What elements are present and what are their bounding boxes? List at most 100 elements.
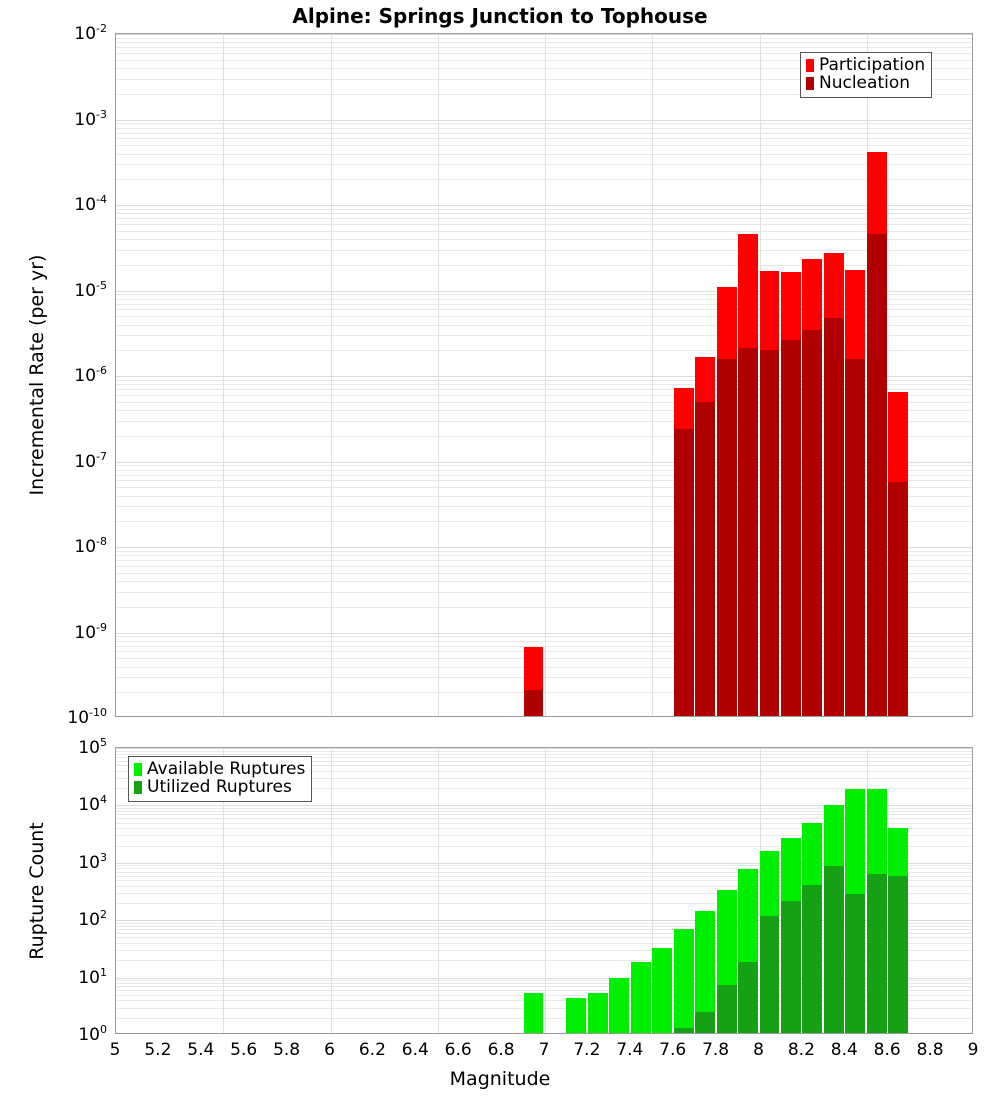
gridline-horizontal bbox=[116, 487, 972, 488]
x-axis-tick-label: 7.6 bbox=[659, 1040, 687, 1060]
gridline-horizontal bbox=[116, 778, 972, 779]
bar-group bbox=[823, 748, 844, 1033]
gridline-horizontal bbox=[116, 145, 972, 146]
gridline-horizontal bbox=[116, 765, 972, 766]
gridline-horizontal bbox=[116, 462, 972, 463]
gridline-horizontal bbox=[116, 805, 972, 806]
x-axis-tick-label: 7 bbox=[538, 1040, 550, 1060]
gridline-horizontal bbox=[116, 34, 972, 35]
gridline-horizontal bbox=[116, 886, 972, 887]
y-axis-tick-label: 105 bbox=[78, 736, 107, 758]
x-axis-tick-label: 5.8 bbox=[273, 1040, 301, 1060]
gridline-horizontal bbox=[116, 209, 972, 210]
gridline-horizontal bbox=[116, 573, 972, 574]
bar-segment-nucleation bbox=[738, 348, 758, 716]
gridline-horizontal bbox=[116, 555, 972, 556]
gridline-vertical bbox=[652, 748, 653, 1033]
utilized-ruptures-color-swatch bbox=[134, 781, 142, 795]
gridline-horizontal bbox=[116, 995, 972, 996]
gridline-horizontal bbox=[116, 923, 972, 924]
gridline-horizontal bbox=[116, 863, 972, 864]
gridline-vertical bbox=[331, 748, 332, 1033]
gridline-horizontal bbox=[116, 79, 972, 80]
gridline-horizontal bbox=[116, 636, 972, 637]
x-axis-tick-label: 6.8 bbox=[487, 1040, 515, 1060]
gridline-vertical bbox=[223, 748, 224, 1033]
gridline-horizontal bbox=[116, 123, 972, 124]
gridline-horizontal bbox=[116, 53, 972, 54]
bar-group bbox=[866, 748, 887, 1033]
bar-segment-utilized-ruptures bbox=[823, 866, 844, 1033]
gridline-horizontal bbox=[116, 646, 972, 647]
gridline-horizontal bbox=[116, 880, 972, 881]
bar-group bbox=[673, 748, 694, 1033]
x-axis-tick-label: 7.4 bbox=[616, 1040, 644, 1060]
gridline-horizontal bbox=[116, 470, 972, 471]
gridline-horizontal bbox=[116, 846, 972, 847]
bar-group bbox=[888, 748, 909, 1033]
gridline-horizontal bbox=[116, 980, 972, 981]
gridline-horizontal bbox=[116, 978, 972, 979]
gridline-horizontal bbox=[116, 926, 972, 927]
bar-segment-nucleation bbox=[823, 318, 844, 716]
legend-item-utilized-ruptures: Utilized Ruptures bbox=[134, 778, 305, 797]
gridline-horizontal bbox=[116, 814, 972, 815]
gridline-vertical bbox=[545, 34, 546, 716]
bar-segment-utilized-ruptures bbox=[673, 1028, 694, 1033]
gridline-horizontal bbox=[116, 990, 972, 991]
gridline-horizontal bbox=[116, 213, 972, 214]
gridline-horizontal bbox=[116, 641, 972, 642]
bar-group bbox=[716, 34, 737, 716]
bar-segment-available-ruptures bbox=[523, 992, 544, 1033]
bar-group bbox=[695, 34, 716, 716]
gridline-horizontal bbox=[116, 294, 972, 295]
bar-segment-available-ruptures bbox=[566, 998, 587, 1033]
gridline-horizontal bbox=[116, 309, 972, 310]
gridline-horizontal bbox=[116, 60, 972, 61]
bar-group bbox=[845, 748, 866, 1033]
bar-group bbox=[738, 34, 758, 716]
bar-segment-nucleation bbox=[780, 339, 801, 716]
gridline-horizontal bbox=[116, 651, 972, 652]
top-chart-plot-area bbox=[115, 33, 973, 717]
bar-segment-nucleation bbox=[716, 358, 737, 716]
legend-item-available-ruptures: Available Ruptures bbox=[134, 760, 305, 778]
bar-segment-available-ruptures bbox=[695, 910, 716, 1033]
gridline-horizontal bbox=[116, 868, 972, 869]
bar-group bbox=[866, 34, 887, 716]
gridline-horizontal bbox=[116, 68, 972, 69]
gridline-horizontal bbox=[116, 376, 972, 377]
bar-segment-nucleation bbox=[759, 350, 780, 716]
bar-group bbox=[845, 34, 866, 716]
gridline-horizontal bbox=[116, 291, 972, 292]
bar-group bbox=[780, 34, 801, 716]
bar-segment-utilized-ruptures bbox=[716, 984, 737, 1033]
gridline-horizontal bbox=[116, 250, 972, 251]
x-axis-tick-label: 7.8 bbox=[702, 1040, 730, 1060]
bar-segment-utilized-ruptures bbox=[845, 894, 866, 1033]
gridline-horizontal bbox=[116, 465, 972, 466]
top-chart-y-axis-title: Incremental Rate (per yr) bbox=[26, 254, 48, 496]
gridline-horizontal bbox=[116, 506, 972, 507]
legend-item-nucleation: Nucleation bbox=[806, 74, 925, 93]
gridline-horizontal bbox=[116, 154, 972, 155]
y-axis-tick-label: 10-10 bbox=[67, 706, 107, 728]
gridline-vertical bbox=[438, 748, 439, 1033]
y-axis-tick-label: 100 bbox=[78, 1023, 107, 1045]
gridline-horizontal bbox=[116, 218, 972, 219]
bar-group bbox=[823, 34, 844, 716]
gridline-horizontal bbox=[116, 521, 972, 522]
bar-segment-nucleation bbox=[523, 690, 544, 716]
gridline-horizontal bbox=[116, 581, 972, 582]
gridline-horizontal bbox=[116, 164, 972, 165]
gridline-horizontal bbox=[116, 771, 972, 772]
participation-color-swatch bbox=[806, 58, 814, 72]
bar-group bbox=[759, 34, 780, 716]
bottom-chart-plot-area bbox=[115, 747, 973, 1034]
gridline-horizontal bbox=[116, 808, 972, 809]
gridline-horizontal bbox=[116, 692, 972, 693]
gridline-horizontal bbox=[116, 128, 972, 129]
x-axis-tick-label: 7.2 bbox=[573, 1040, 601, 1060]
gridline-horizontal bbox=[116, 828, 972, 829]
